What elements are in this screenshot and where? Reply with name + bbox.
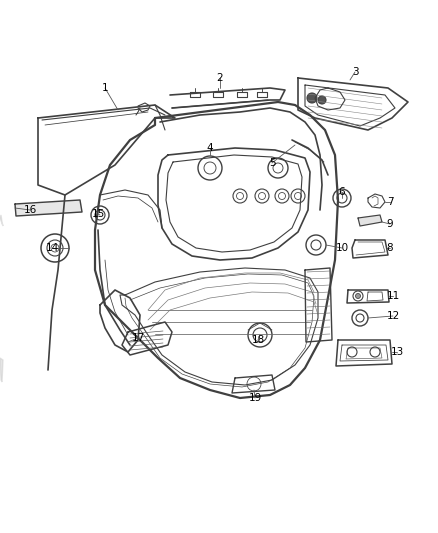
Text: 19: 19 — [248, 393, 261, 403]
Circle shape — [307, 93, 317, 103]
Text: 2: 2 — [217, 73, 223, 83]
Polygon shape — [0, 358, 3, 382]
Polygon shape — [358, 215, 382, 226]
Text: 3: 3 — [352, 67, 358, 77]
Text: 18: 18 — [251, 335, 265, 345]
Text: 13: 13 — [390, 347, 404, 357]
Text: 4: 4 — [207, 143, 213, 153]
Text: 15: 15 — [92, 209, 105, 219]
Text: 12: 12 — [386, 311, 399, 321]
Circle shape — [356, 294, 360, 298]
Text: 1: 1 — [102, 83, 108, 93]
Polygon shape — [0, 215, 3, 226]
Text: 6: 6 — [339, 187, 345, 197]
Circle shape — [318, 96, 326, 104]
Text: 8: 8 — [387, 243, 393, 253]
Text: 14: 14 — [46, 243, 59, 253]
Text: 9: 9 — [387, 219, 393, 229]
Text: 10: 10 — [336, 243, 349, 253]
Text: 7: 7 — [387, 197, 393, 207]
Polygon shape — [15, 200, 82, 216]
Text: 17: 17 — [131, 333, 145, 343]
Text: 11: 11 — [386, 291, 399, 301]
Text: 5: 5 — [268, 158, 276, 168]
Text: 16: 16 — [23, 205, 37, 215]
